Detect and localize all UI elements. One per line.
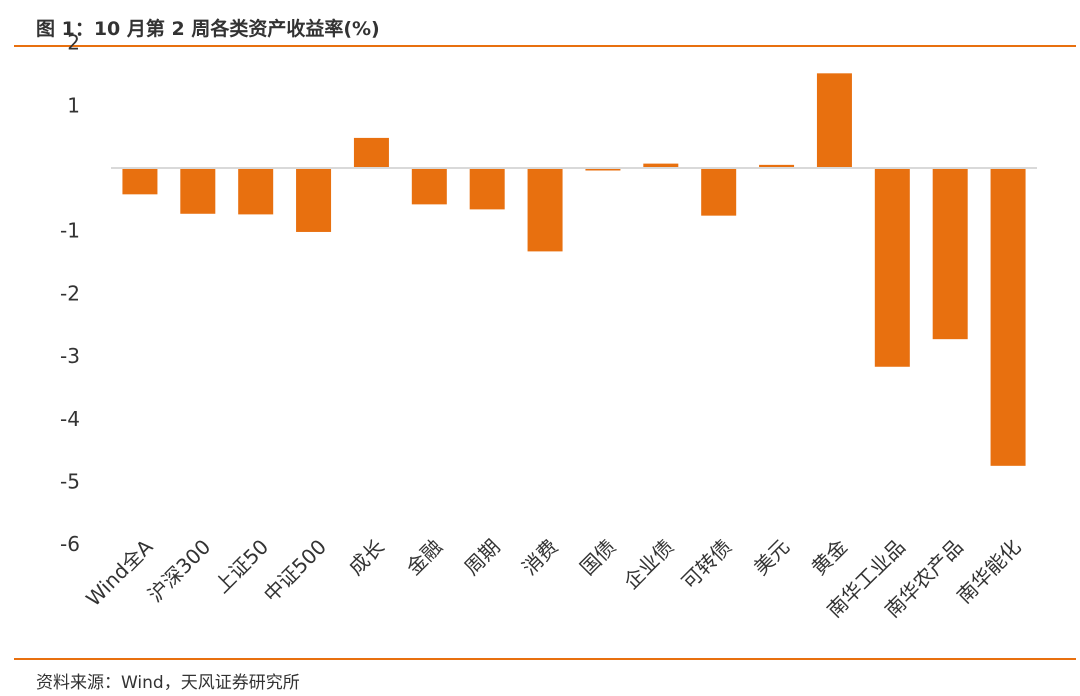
y-tick-label: -6	[60, 532, 80, 556]
y-tick-label: -3	[60, 344, 80, 368]
bar	[469, 168, 505, 210]
x-category-label: 沪深300	[143, 535, 215, 607]
bar-series	[122, 73, 1026, 466]
x-category-label: 美元	[749, 535, 794, 580]
bar	[643, 163, 679, 168]
x-category-label: Wind全A	[81, 534, 158, 611]
bar	[874, 168, 910, 367]
bar	[585, 168, 621, 171]
y-tick-label: 2	[67, 31, 80, 55]
bar	[296, 168, 332, 232]
x-category-label: 金融	[402, 535, 447, 580]
bar	[701, 168, 737, 216]
bar	[122, 168, 158, 195]
bar	[990, 168, 1026, 466]
y-tick-label: -1	[60, 219, 80, 243]
y-tick-label: -5	[60, 470, 80, 494]
x-category-label: 国债	[575, 535, 620, 580]
x-category-label: 成长	[344, 535, 389, 580]
bar	[816, 73, 852, 168]
bar	[759, 164, 795, 168]
x-category-label: 黄金	[807, 535, 852, 580]
y-axis-ticks: 2 1 -1 -2 -3 -4 -5 -6	[60, 31, 80, 557]
bar	[238, 168, 274, 215]
y-tick-label: -4	[60, 407, 80, 431]
bar	[353, 137, 389, 168]
x-category-label: 企业债	[619, 535, 678, 594]
y-tick-label: 1	[67, 93, 80, 117]
title-divider	[14, 45, 1076, 47]
footer-divider	[14, 658, 1076, 660]
bar	[411, 168, 447, 205]
y-tick-label: -2	[60, 281, 80, 305]
bar	[932, 168, 968, 340]
chart-title: 图 1：10 月第 2 周各类资产收益率(%)	[36, 18, 380, 40]
x-category-label: 消费	[517, 535, 562, 580]
x-category-label: 周期	[459, 535, 504, 580]
bar	[527, 168, 563, 252]
source-note: 资料来源：Wind，天风证券研究所	[36, 673, 300, 693]
bar	[180, 168, 216, 214]
x-category-label: 南华能化	[952, 535, 1026, 609]
x-category-label: 中证500	[259, 535, 331, 607]
x-category-label: 可转债	[677, 535, 736, 594]
